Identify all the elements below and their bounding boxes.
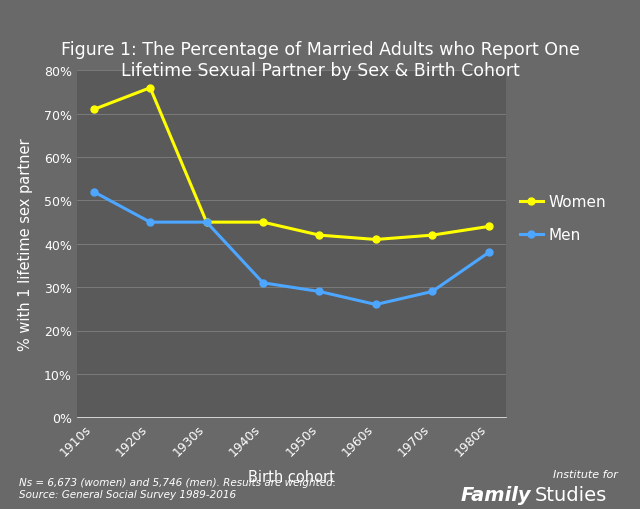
Y-axis label: % with 1 lifetime sex partner: % with 1 lifetime sex partner [18,138,33,350]
X-axis label: Birth cohort: Birth cohort [248,469,335,485]
Text: Family: Family [461,485,531,504]
Legend: Women, Men: Women, Men [520,195,606,243]
Text: Studies: Studies [534,485,607,504]
Text: Institute for: Institute for [553,469,618,479]
Text: Figure 1: The Percentage of Married Adults who Report One
Lifetime Sexual Partne: Figure 1: The Percentage of Married Adul… [61,41,579,79]
Text: Ns = 6,673 (women) and 5,746 (men). Results are weighted.
Source: General Social: Ns = 6,673 (women) and 5,746 (men). Resu… [19,477,336,499]
